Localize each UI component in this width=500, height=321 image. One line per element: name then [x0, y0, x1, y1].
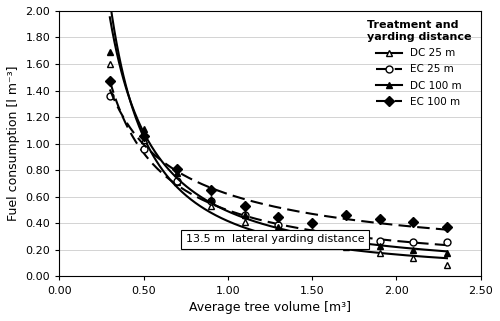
EC 25 m	[140, 147, 146, 151]
EC 100 m	[208, 188, 214, 192]
Line: DC 100 m: DC 100 m	[106, 48, 450, 256]
Y-axis label: Fuel consumption [l m⁻³]: Fuel consumption [l m⁻³]	[7, 66, 20, 221]
DC 100 m	[174, 171, 180, 175]
DC 25 m	[376, 251, 382, 255]
EC 25 m	[174, 179, 180, 183]
DC 25 m	[444, 263, 450, 266]
DC 100 m	[140, 127, 146, 131]
DC 25 m	[242, 220, 248, 224]
DC 100 m	[208, 197, 214, 201]
DC 100 m	[309, 233, 315, 237]
EC 100 m	[174, 167, 180, 171]
Text: 13.5 m  lateral yarding distance: 13.5 m lateral yarding distance	[186, 234, 364, 244]
Legend: DC 25 m, EC 25 m, DC 100 m, EC 100 m: DC 25 m, EC 25 m, DC 100 m, EC 100 m	[362, 16, 476, 111]
DC 100 m	[410, 248, 416, 252]
DC 100 m	[242, 213, 248, 217]
EC 25 m	[444, 240, 450, 244]
EC 25 m	[208, 199, 214, 203]
EC 25 m	[242, 213, 248, 217]
EC 100 m	[343, 213, 349, 217]
EC 100 m	[140, 134, 146, 138]
EC 100 m	[309, 221, 315, 225]
DC 100 m	[444, 251, 450, 255]
EC 25 m	[276, 223, 281, 227]
EC 25 m	[376, 239, 382, 243]
Line: EC 100 m: EC 100 m	[106, 78, 450, 231]
DC 100 m	[276, 225, 281, 229]
Line: DC 25 m: DC 25 m	[106, 61, 450, 268]
DC 100 m	[376, 244, 382, 248]
DC 100 m	[107, 50, 113, 54]
EC 25 m	[309, 231, 315, 235]
DC 25 m	[309, 239, 315, 243]
EC 100 m	[107, 79, 113, 83]
EC 100 m	[444, 225, 450, 229]
DC 25 m	[140, 138, 146, 142]
Line: EC 25 m: EC 25 m	[106, 92, 450, 246]
X-axis label: Average tree volume [m³]: Average tree volume [m³]	[189, 301, 351, 314]
EC 25 m	[107, 94, 113, 98]
DC 25 m	[410, 256, 416, 260]
DC 25 m	[107, 62, 113, 66]
EC 100 m	[410, 220, 416, 224]
EC 100 m	[242, 204, 248, 208]
DC 25 m	[343, 245, 349, 249]
EC 100 m	[276, 215, 281, 219]
EC 100 m	[376, 217, 382, 221]
DC 25 m	[276, 231, 281, 235]
DC 100 m	[343, 239, 349, 243]
EC 25 m	[410, 240, 416, 244]
EC 25 m	[343, 236, 349, 240]
DC 25 m	[174, 180, 180, 184]
DC 25 m	[208, 204, 214, 208]
